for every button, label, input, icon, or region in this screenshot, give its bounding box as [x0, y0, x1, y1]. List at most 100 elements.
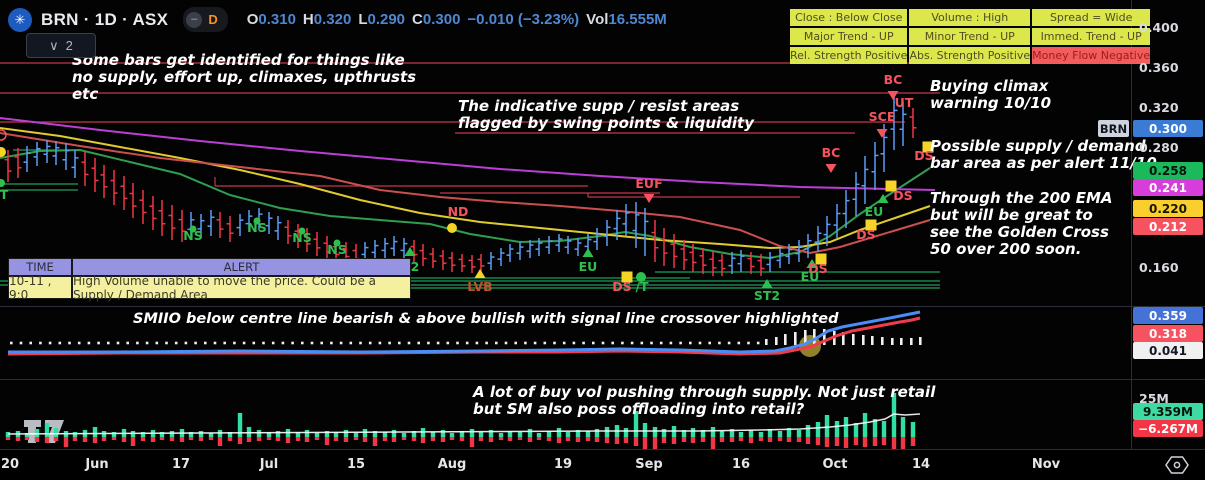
- time-axis-label: Nov: [1031, 457, 1061, 472]
- symbol-title[interactable]: BRN · 1D · ASX: [41, 9, 169, 29]
- volume-up-bar: [633, 411, 639, 437]
- bar-label: T: [0, 187, 9, 202]
- volume-down-bar: [72, 437, 78, 441]
- volume-down-bar: [227, 437, 233, 441]
- volume-up-bar: [411, 431, 417, 437]
- smiio-centerline-dot: [747, 341, 750, 345]
- toggle-dash-icon: –: [186, 11, 203, 28]
- volume-down-bar: [382, 437, 388, 441]
- smiio-histogram-bar: [823, 329, 826, 345]
- volume-down-bar: [594, 437, 600, 442]
- volume-down-bar: [343, 437, 349, 442]
- smiio-centerline-dot: [582, 341, 585, 345]
- volume-down-bar: [777, 437, 783, 441]
- volume-up-bar: [314, 433, 320, 437]
- smiio-centerline-dot: [621, 341, 624, 345]
- smiio-histogram-bar: [775, 337, 778, 345]
- volume-up-bar: [661, 429, 667, 437]
- volume-down-bar: [805, 437, 811, 444]
- open-value: 0.310: [258, 11, 296, 28]
- volume-up-bar: [353, 433, 359, 437]
- marker-square: [885, 180, 897, 192]
- bar-label: DS: [893, 188, 912, 203]
- panel-separator[interactable]: [0, 379, 1205, 380]
- smiio-centerline-dot: [485, 341, 488, 345]
- smiio-histogram-bar: [804, 330, 807, 345]
- marker-dot: [298, 227, 306, 235]
- hexagon-settings-icon[interactable]: [1163, 454, 1191, 476]
- vol-key: Vol: [586, 11, 609, 28]
- close-key: C: [412, 11, 423, 28]
- volume-down-bar: [188, 437, 194, 440]
- smiio-centerline-dot: [398, 341, 401, 345]
- volume-up-bar: [159, 432, 165, 437]
- volume-up-bar: [92, 427, 98, 437]
- smiio-centerline-dot: [68, 341, 71, 345]
- volume-up-bar: [382, 432, 388, 437]
- volume-down-bar: [140, 437, 146, 441]
- smiio-centerline-dot: [524, 341, 527, 345]
- axis-price-label: 0.360: [1139, 60, 1179, 75]
- smiio-centerline-dot: [48, 341, 52, 345]
- bar-label: UT: [895, 95, 914, 110]
- volume-down-bar: [690, 437, 696, 443]
- smiio-histogram-bar: [794, 332, 797, 345]
- axis-price-badge: 0.300: [1133, 120, 1203, 137]
- annotation-buying-climax: Buying climax warning 10/10: [930, 77, 1052, 112]
- volume-down-bar: [536, 437, 542, 440]
- chevron-down-icon: ∨: [49, 37, 59, 53]
- smiio-centerline-dot: [136, 341, 139, 345]
- volume-down-bar: [758, 437, 764, 441]
- volume-up-bar: [815, 422, 821, 437]
- volume-down-bar: [44, 437, 50, 443]
- volume-down-bar: [430, 437, 436, 441]
- smiio-centerline-dot: [553, 341, 556, 345]
- marker-square: [865, 219, 877, 231]
- interval-toggle[interactable]: – D: [183, 7, 228, 32]
- time-axis-label: Oct: [822, 457, 848, 472]
- high-value: 0.320: [313, 11, 352, 28]
- volume-down-bar: [614, 437, 620, 444]
- time-axis-label: 14: [911, 457, 931, 472]
- volume-up-bar: [594, 429, 600, 437]
- volume-down-bar: [910, 437, 916, 446]
- volume-down-bar: [642, 437, 648, 449]
- volume-up-bar: [585, 431, 591, 437]
- smiio-centerline-dot: [77, 341, 81, 345]
- volume-down-bar: [815, 437, 821, 445]
- volume-down-bar: [15, 437, 21, 441]
- bar-label: EU: [801, 269, 820, 284]
- volume-down-bar: [700, 437, 706, 442]
- volume-down-bar: [796, 437, 802, 442]
- panel-separator[interactable]: [0, 306, 1205, 307]
- volume-up-bar: [834, 421, 840, 437]
- marker-dot: [0, 179, 5, 187]
- volume-up-bar: [872, 419, 878, 437]
- volume-up-bar: [767, 429, 773, 437]
- smiio-histogram-bar: [765, 339, 768, 345]
- alert-table-header-time: TIME: [8, 258, 72, 276]
- marker-dot: [636, 272, 646, 282]
- time-axis-label: 20: [0, 457, 20, 472]
- time-axis[interactable]: 20 Jun 17 Jul 15 Aug 19 Sep 16 Oct 14 Nov: [0, 450, 1205, 480]
- smiio-centerline-dot: [58, 341, 62, 345]
- volume-up-bar: [362, 429, 368, 437]
- volume-down-bar: [237, 437, 243, 444]
- symbol-logo-icon[interactable]: ✳: [8, 7, 32, 32]
- volume-down-bar: [575, 437, 581, 442]
- smiio-centerline-dot: [436, 341, 440, 345]
- time-axis-label: Jul: [259, 457, 279, 472]
- volume-down-bar: [295, 437, 301, 441]
- axis-price-badge: 0.041: [1133, 342, 1203, 359]
- marker-dot: [333, 239, 341, 247]
- price-axis-separator[interactable]: [1131, 0, 1132, 480]
- volume-up-bar: [881, 421, 887, 437]
- toggle-daily-label: D: [208, 12, 218, 27]
- volume-up-bar: [843, 417, 849, 437]
- indicators-collapse-button[interactable]: ∨ 2: [26, 33, 96, 58]
- volume-up-bar: [498, 433, 504, 437]
- axis-price-badge: 0.318: [1133, 325, 1203, 342]
- volume-down-bar: [459, 437, 465, 441]
- volume-up-bar: [575, 430, 581, 437]
